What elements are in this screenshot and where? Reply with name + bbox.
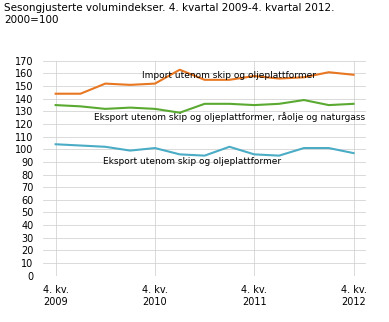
Text: Sesongjusterte volumindekser. 4. kvartal 2009-4. kvartal 2012.
2000=100: Sesongjusterte volumindekser. 4. kvartal… — [4, 3, 335, 25]
Text: Eksport utenom skip og oljeplattformer: Eksport utenom skip og oljeplattformer — [103, 157, 281, 166]
Text: Import utenom skip og oljeplattformer: Import utenom skip og oljeplattformer — [142, 71, 316, 80]
Text: Eksport utenom skip og oljeplattformer, råolje og naturgass: Eksport utenom skip og oljeplattformer, … — [94, 112, 365, 121]
